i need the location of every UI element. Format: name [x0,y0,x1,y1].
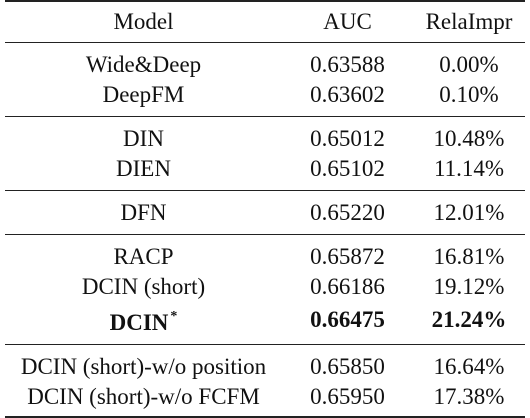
table-row: DCIN (short) 0.66186 19.12% [5,272,525,302]
cell-model: DIN [123,126,164,151]
header-relaimpr: RelaImpr [413,0,525,43]
cell-auc: 0.65012 [310,126,385,151]
table-row: DFN 0.65220 12.01% [5,190,525,235]
table-row: DIEN 0.65102 11.14% [5,154,525,191]
cell-auc: 0.65850 [310,354,385,379]
cell-model: DIEN [5,154,282,191]
header-row: Model AUC RelaImpr [5,0,525,43]
table-row: DIN 0.65012 10.48% [5,117,525,155]
cell-auc: 0.65102 [282,154,413,191]
cell-auc: 0.66186 [310,274,385,299]
table-row-highlight: DCIN * 0.66475 21.24% [5,302,525,345]
cell-model: Wide&Deep [85,52,202,77]
cell-auc: 0.66475 [282,302,413,345]
cell-auc: 0.63602 [282,80,413,117]
cell-model: DCIN (short) [81,274,206,299]
table-row: DCIN (short)-w/o position 0.65850 16.64% [5,345,525,383]
cell-model: DeepFM [5,80,282,117]
header-model: Model [5,0,282,43]
cell-relaimpr: 16.64% [433,354,505,379]
cell-model: DFN [5,190,282,235]
asterisk-marker: * [170,309,178,324]
cell-auc: 0.65872 [310,244,385,269]
cell-model: DCIN * [5,302,282,345]
cell-model: DCIN (short)-w/o FCFM [5,382,282,418]
results-table: Model AUC RelaImpr Wide&Deep 0.63588 0.0… [5,0,525,418]
table-row: DCIN (short)-w/o FCFM 0.65950 17.38% [5,382,525,418]
cell-model: DCIN (short)-w/o position [20,354,267,379]
results-table-container: Model AUC RelaImpr Wide&Deep 0.63588 0.0… [5,0,525,418]
cell-auc: 0.65950 [282,382,413,418]
cell-relaimpr: 11.14% [413,154,525,191]
cell-relaimpr: 10.48% [433,126,505,151]
cell-relaimpr: 0.00% [439,52,499,77]
cell-relaimpr: 21.24% [413,302,525,345]
header-auc: AUC [282,0,413,43]
cell-auc: 0.63588 [310,52,385,77]
cell-relaimpr: 0.10% [413,80,525,117]
cell-auc: 0.65220 [282,190,413,235]
model-name: DCIN [109,310,169,335]
cell-relaimpr: 17.38% [413,382,525,418]
cell-model: RACP [113,244,174,269]
table-row: RACP 0.65872 16.81% [5,235,525,273]
cell-relaimpr: 16.81% [433,244,505,269]
table-row: DeepFM 0.63602 0.10% [5,80,525,117]
table-row: Wide&Deep 0.63588 0.00% [5,43,525,81]
cell-relaimpr: 19.12% [433,274,505,299]
cell-relaimpr: 12.01% [413,190,525,235]
